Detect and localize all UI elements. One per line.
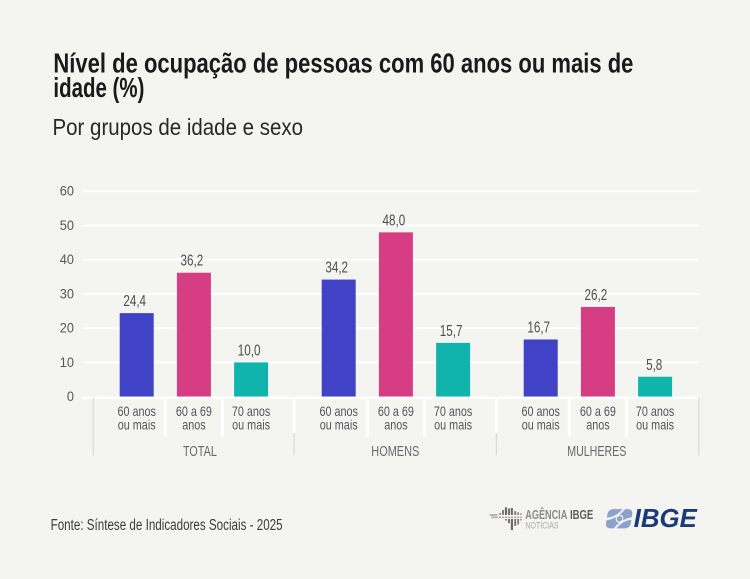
svg-text:60: 60 (60, 184, 74, 199)
svg-text:Por grupos de idade e sexo: Por grupos de idade e sexo (53, 114, 304, 140)
svg-text:60 anos: 60 anos (319, 403, 358, 419)
svg-text:34,2: 34,2 (325, 260, 348, 277)
svg-text:HOMENS: HOMENS (371, 444, 419, 460)
svg-text:10: 10 (60, 355, 74, 370)
svg-text:anos: anos (182, 417, 205, 433)
svg-text:ou mais: ou mais (118, 417, 156, 433)
svg-text:ou mais: ou mais (522, 417, 560, 433)
svg-text:IBGE: IBGE (634, 505, 698, 533)
svg-text:20: 20 (60, 321, 74, 336)
svg-text:MULHERES: MULHERES (567, 444, 626, 460)
svg-text:Nível de ocupação de pessoas c: Nível de ocupação de pessoas com 60 anos… (53, 47, 633, 78)
svg-text:36,2: 36,2 (181, 253, 204, 270)
svg-text:ou mais: ou mais (320, 417, 358, 433)
svg-text:70 anos: 70 anos (434, 403, 473, 419)
svg-text:0: 0 (67, 389, 74, 404)
svg-text:24,4: 24,4 (123, 293, 146, 310)
svg-text:60 anos: 60 anos (117, 403, 156, 419)
svg-text:40: 40 (60, 252, 74, 267)
svg-text:anos: anos (384, 417, 407, 433)
svg-text:5,8: 5,8 (646, 357, 662, 374)
svg-text:idade (%): idade (%) (53, 72, 144, 103)
svg-text:30: 30 (60, 286, 74, 301)
svg-text:anos: anos (586, 417, 609, 433)
svg-text:10,0: 10,0 (238, 342, 261, 359)
svg-text:48,0: 48,0 (383, 212, 406, 229)
svg-text:NOTÍCIAS: NOTÍCIAS (525, 520, 558, 531)
svg-text:26,2: 26,2 (585, 287, 608, 304)
svg-text:IBGE: IBGE (570, 507, 594, 522)
svg-text:ou mais: ou mais (232, 417, 270, 433)
svg-text:60 anos: 60 anos (521, 403, 560, 419)
svg-text:60 a 69: 60 a 69 (580, 403, 616, 419)
svg-text:70 anos: 70 anos (636, 403, 675, 419)
svg-text:AGÊNCIA: AGÊNCIA (525, 507, 567, 522)
svg-text:50: 50 (60, 218, 74, 233)
svg-text:60 a 69: 60 a 69 (378, 403, 414, 419)
svg-text:16,7: 16,7 (527, 320, 550, 337)
svg-text:ou mais: ou mais (636, 417, 674, 433)
svg-text:70 anos: 70 anos (232, 403, 271, 419)
svg-text:ou mais: ou mais (434, 417, 472, 433)
svg-text:60 a 69: 60 a 69 (176, 403, 212, 419)
svg-text:TOTAL: TOTAL (183, 444, 217, 460)
svg-text:Fonte: Síntese de Indicadores: Fonte: Síntese de Indicadores Sociais - … (51, 517, 283, 534)
svg-text:15,7: 15,7 (440, 323, 463, 340)
